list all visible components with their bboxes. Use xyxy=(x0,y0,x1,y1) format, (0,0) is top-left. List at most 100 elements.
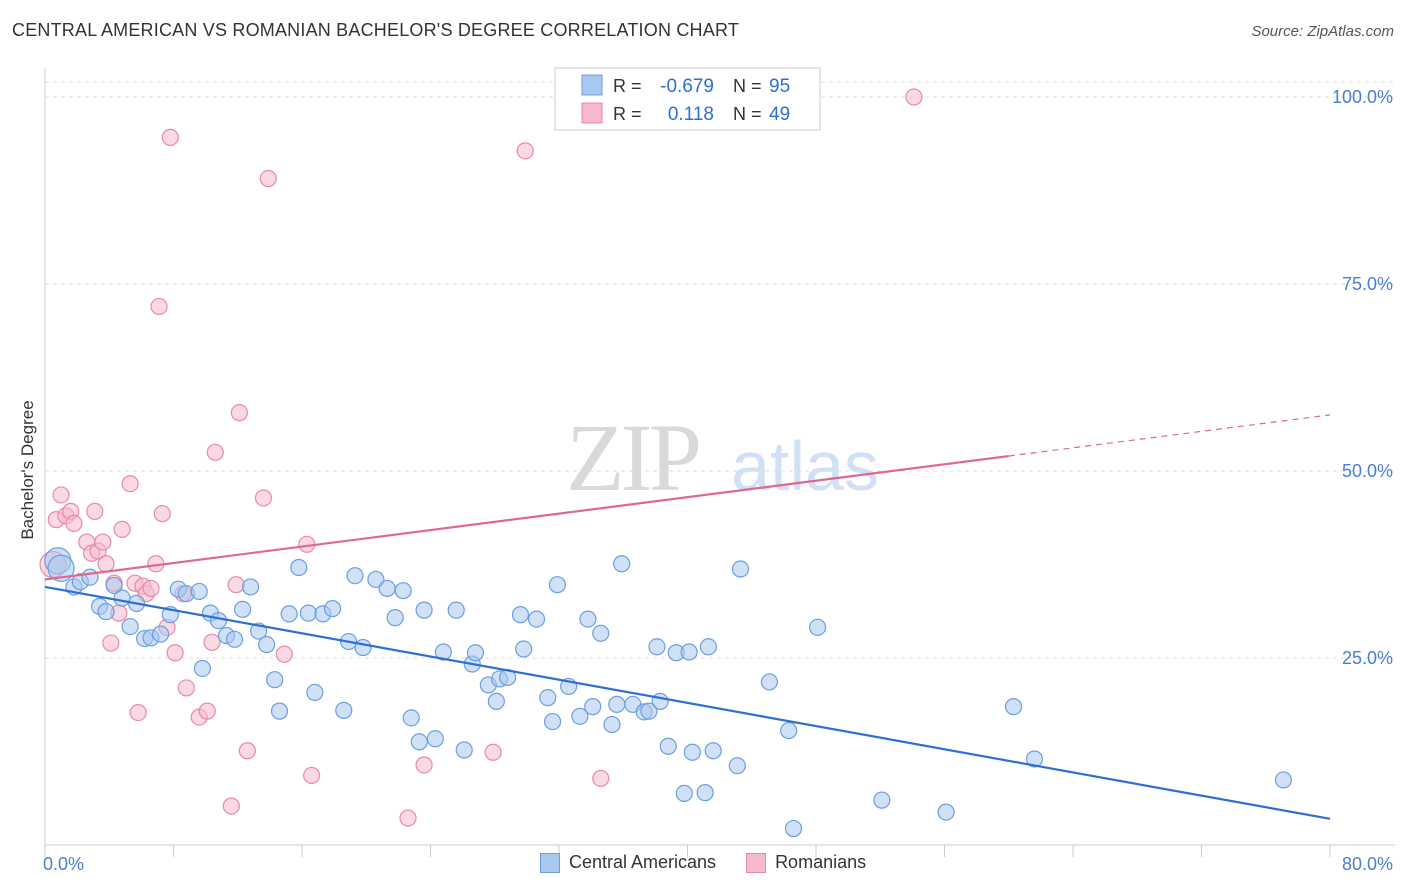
romanians-point-16 xyxy=(121,475,139,493)
central-americans-point-26 xyxy=(258,635,276,654)
central-americans-point-47 xyxy=(434,643,452,661)
romanians-point-47 xyxy=(592,769,610,788)
central-americans-point-63 xyxy=(571,707,589,725)
legend-r-label-1: R = xyxy=(613,76,642,96)
romanians-point-12 xyxy=(102,634,120,652)
legend-item-romanians[interactable]: Romanians xyxy=(746,852,866,873)
romanians-point-26 xyxy=(161,128,179,146)
central-americans-point-6 xyxy=(97,603,115,621)
central-americans-point-35 xyxy=(335,701,353,719)
legend-n-label-1: N = xyxy=(733,76,762,96)
stats-legend: R = -0.679 N = 95 R = 0.118 N = 49 xyxy=(554,67,821,131)
legend-n-value-2: 49 xyxy=(769,104,790,125)
legend-label-romanians: Romanians xyxy=(775,852,867,872)
watermark: ZIP atlas xyxy=(566,404,879,511)
central-americans-point-58 xyxy=(527,610,546,628)
central-americans-point-75 xyxy=(659,737,677,755)
romanians-point-45 xyxy=(484,743,502,761)
y-tick-labels: 25.0% 50.0% 75.0% 100.0% xyxy=(1332,87,1393,668)
central-americans-point-56 xyxy=(511,606,530,624)
central-americans-point-1 xyxy=(47,554,75,582)
legend-r-label-2: R = xyxy=(613,104,642,124)
central-americans-point-40 xyxy=(378,579,396,598)
central-americans-point-39 xyxy=(367,570,385,589)
romanians-point-10 xyxy=(94,533,112,551)
central-americans-point-17 xyxy=(190,582,208,601)
romanians-point-48 xyxy=(905,88,923,106)
legend-item-central-americans[interactable]: Central Americans xyxy=(540,852,716,873)
legend-swatch-blue xyxy=(540,852,560,873)
romanians-point-21 xyxy=(142,579,160,598)
central-americans-point-60 xyxy=(543,712,562,731)
central-americans-point-87 xyxy=(784,819,803,838)
central-americans-point-43 xyxy=(402,709,420,727)
central-americans-point-69 xyxy=(613,555,631,573)
romanians-point-37 xyxy=(238,742,256,760)
y-tick-label-1: 50.0% xyxy=(1342,461,1393,481)
central-americans-point-4 xyxy=(81,568,99,586)
romanians-point-29 xyxy=(177,679,195,697)
central-americans-point-23 xyxy=(233,600,252,618)
central-americans-point-92 xyxy=(1025,750,1044,768)
legend-r-value-1: -0.679 xyxy=(660,76,714,97)
legend-n-value-1: 95 xyxy=(769,76,790,97)
central-americans-point-9 xyxy=(121,617,139,636)
central-americans-point-84 xyxy=(731,560,750,578)
romanians-point-18 xyxy=(129,704,147,722)
central-americans-point-73 xyxy=(648,638,666,656)
romanians-point-40 xyxy=(275,645,293,663)
central-americans-point-79 xyxy=(683,743,701,761)
legend-label-central-americans: Central Americans xyxy=(569,852,717,872)
trend-lines xyxy=(44,414,1331,820)
central-americans-point-89 xyxy=(873,791,891,809)
central-americans-point-37 xyxy=(346,567,364,585)
central-americans-point-80 xyxy=(696,784,714,802)
central-americans-point-38 xyxy=(354,638,372,657)
central-americans-point-7 xyxy=(105,576,123,595)
romanians-point-33 xyxy=(206,443,224,461)
romanians-point-43 xyxy=(399,809,417,827)
trend-line-central-americans xyxy=(44,585,1331,820)
x-tick-label-min: 0.0% xyxy=(43,854,84,874)
central-americans-point-82 xyxy=(704,742,722,760)
axes xyxy=(44,68,1395,857)
central-americans-point-29 xyxy=(280,605,298,623)
romanians-point-34 xyxy=(222,797,240,815)
romanians-point-5 xyxy=(65,514,83,532)
romanians-point-2 xyxy=(52,486,70,504)
central-americans-point-83 xyxy=(728,757,746,775)
central-americans-point-48 xyxy=(447,601,465,619)
central-americans-point-90 xyxy=(937,803,955,821)
trend-line-romanians xyxy=(44,454,1009,581)
central-americans-point-65 xyxy=(584,698,602,716)
romanians-point-35 xyxy=(227,576,245,594)
central-americans-point-64 xyxy=(579,610,597,628)
central-americans-point-66 xyxy=(592,624,610,642)
y-tick-label-0: 25.0% xyxy=(1342,648,1393,668)
romanians-point-39 xyxy=(259,169,277,188)
central-americans-point-22 xyxy=(225,630,244,648)
central-americans-point-41 xyxy=(386,609,404,627)
gridlines xyxy=(45,81,1395,659)
series-central-americans xyxy=(44,547,1293,838)
central-americans-point-78 xyxy=(680,643,698,661)
central-americans-point-24 xyxy=(242,578,260,596)
central-americans-point-88 xyxy=(809,618,827,636)
romanians-point-32 xyxy=(203,633,221,651)
central-americans-point-93 xyxy=(1274,771,1293,789)
central-americans-point-46 xyxy=(426,730,444,748)
watermark-zip: ZIP xyxy=(566,404,699,511)
central-americans-point-34 xyxy=(323,600,342,618)
trend-line-romanians-extension xyxy=(1008,414,1331,457)
romanians-point-38 xyxy=(254,489,273,507)
central-americans-point-28 xyxy=(270,702,289,720)
romanians-point-11 xyxy=(97,555,115,573)
romanians-point-23 xyxy=(150,297,168,316)
romanians-point-27 xyxy=(166,644,184,662)
central-americans-point-8 xyxy=(113,589,131,607)
central-americans-point-57 xyxy=(515,640,533,658)
central-americans-point-20 xyxy=(209,611,228,630)
central-americans-point-77 xyxy=(675,784,693,802)
central-americans-point-68 xyxy=(608,695,626,713)
romanians-point-44 xyxy=(415,756,433,774)
